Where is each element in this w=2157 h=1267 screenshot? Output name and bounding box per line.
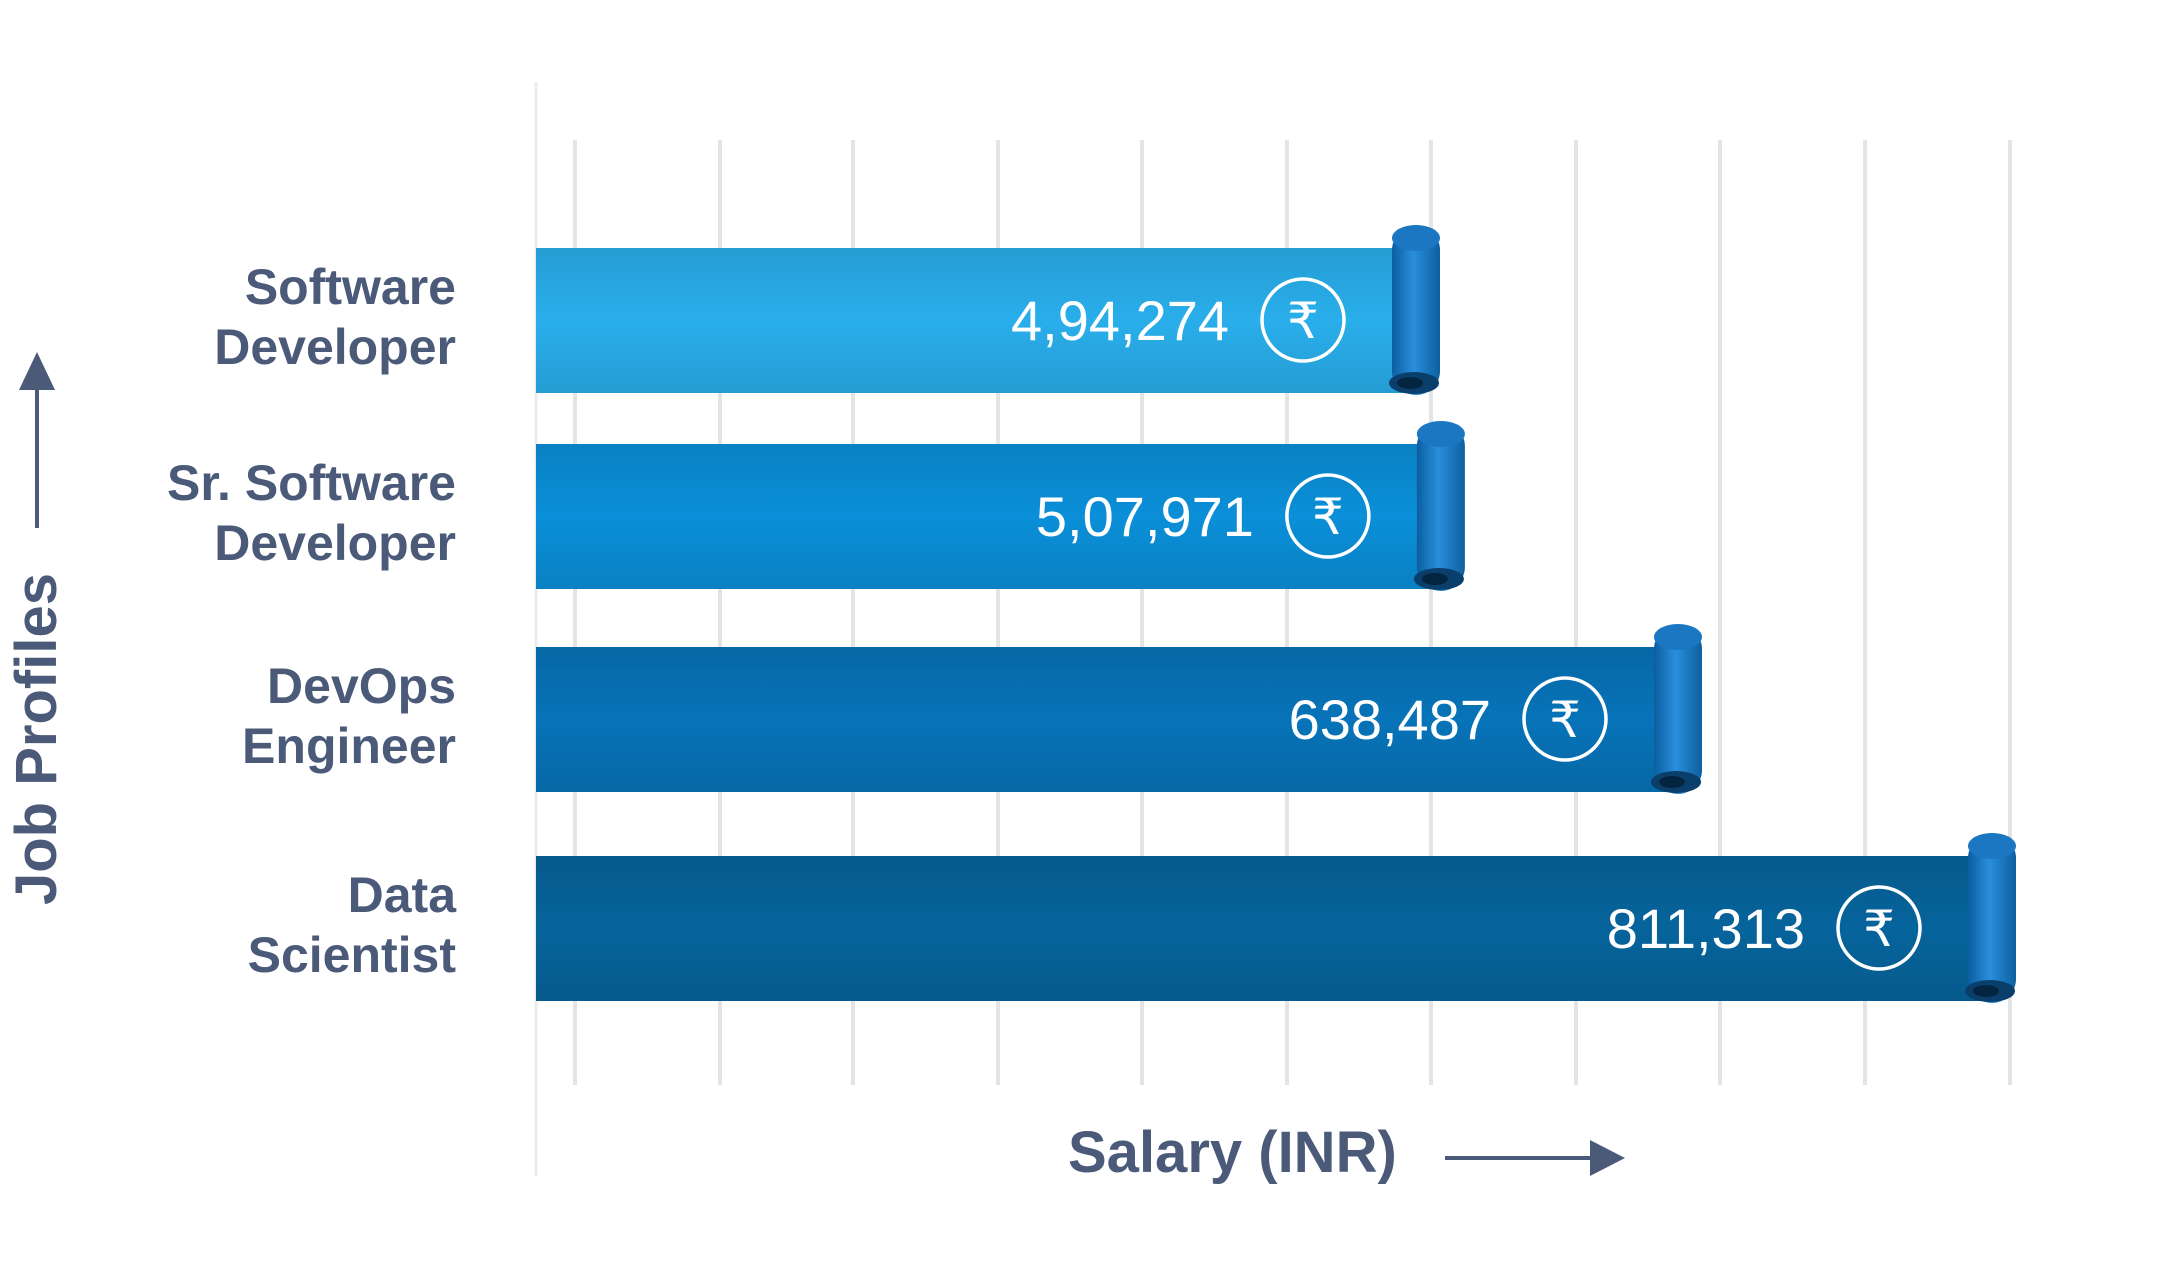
bar-shade [536,444,1441,589]
bar-shade [536,856,1992,1001]
svg-text:₹: ₹ [1549,691,1581,749]
category-label: Sr. Software [167,455,456,511]
rupee-icon: ₹ [1522,676,1608,762]
category-label: Developer [214,319,456,375]
x-axis-title: Salary (INR) [1068,1120,1397,1185]
scroll-curl [1389,225,1441,395]
bar-group: ₹4,94,274 [536,225,1441,395]
y-axis-title: Job Profiles [4,573,69,905]
svg-text:₹: ₹ [1863,900,1895,958]
bar-group: ₹5,07,971 [536,421,1465,591]
bar-value-label: 811,313 [1607,897,1805,960]
svg-text:₹: ₹ [1287,292,1319,350]
bar-group: ₹811,313 [536,833,2016,1003]
category-label: Software [245,259,456,315]
category-label: Developer [214,515,456,571]
y-axis-arrow-icon [19,352,55,528]
category-label: Engineer [242,718,456,774]
x-axis-arrow-icon [1445,1140,1625,1176]
bar-group: ₹638,487 [536,624,1703,794]
rupee-icon: ₹ [1260,277,1346,363]
svg-text:₹: ₹ [1312,488,1344,546]
bar-value-label: 4,94,274 [1011,289,1229,352]
scroll-curl [1413,421,1465,591]
bar-shade [536,248,1417,393]
rupee-icon: ₹ [1836,885,1922,971]
bar-value-label: 638,487 [1289,688,1491,751]
category-label: DevOps [267,658,456,714]
category-label: Data [348,867,458,923]
scroll-curl [1965,833,2016,1003]
bar-shade [536,647,1679,792]
bars: ₹4,94,274₹5,07,971₹638,487₹811,313 [536,225,2016,1003]
rupee-icon: ₹ [1285,473,1371,559]
bar-value-label: 5,07,971 [1036,485,1254,548]
category-label: Scientist [248,927,457,983]
scroll-curl [1651,624,1703,794]
